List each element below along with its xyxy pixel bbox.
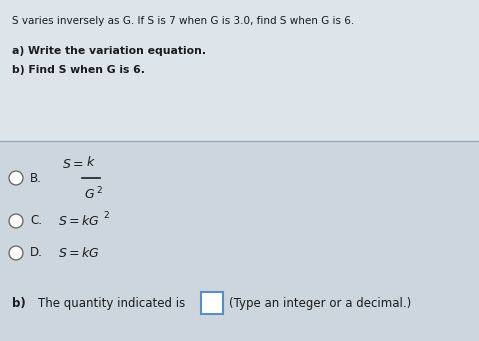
Text: C.: C. — [30, 214, 42, 227]
Text: D.: D. — [30, 247, 43, 260]
Text: $S=$: $S=$ — [62, 158, 84, 171]
Circle shape — [9, 214, 23, 228]
FancyBboxPatch shape — [0, 141, 479, 341]
Text: $k$: $k$ — [86, 155, 96, 169]
Text: b) Find S when G is 6.: b) Find S when G is 6. — [12, 65, 145, 75]
Text: B.: B. — [30, 172, 42, 184]
Circle shape — [9, 171, 23, 185]
Text: $G$: $G$ — [84, 188, 95, 201]
Text: $S=kG$: $S=kG$ — [58, 246, 100, 260]
Text: $2$: $2$ — [96, 184, 103, 195]
Text: (Type an integer or a decimal.): (Type an integer or a decimal.) — [229, 297, 411, 310]
Text: $S=kG$: $S=kG$ — [58, 214, 100, 228]
Circle shape — [9, 246, 23, 260]
Text: S varies inversely as G. If S is 7 when G is 3.0, find S when G is 6.: S varies inversely as G. If S is 7 when … — [12, 16, 354, 26]
Text: a) Write the variation equation.: a) Write the variation equation. — [12, 46, 206, 56]
FancyBboxPatch shape — [201, 292, 223, 314]
Text: $2$: $2$ — [103, 208, 110, 220]
Text: b): b) — [12, 297, 26, 310]
FancyBboxPatch shape — [0, 0, 479, 141]
Text: The quantity indicated is: The quantity indicated is — [38, 297, 185, 310]
